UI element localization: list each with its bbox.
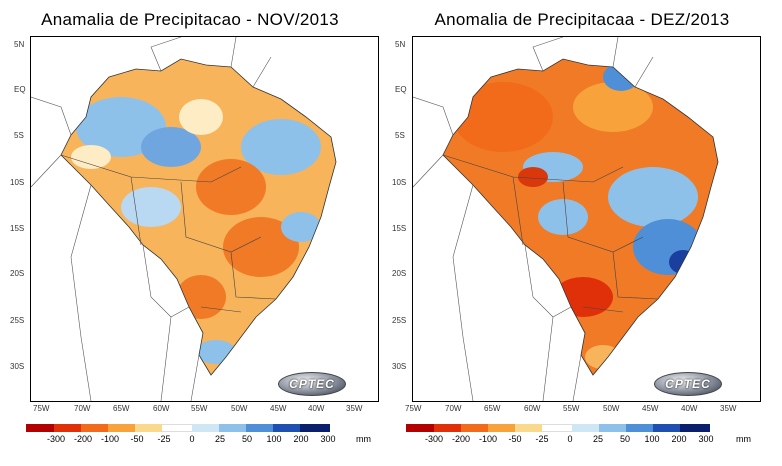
lat-label: 5S [14,131,24,140]
legend-tick: -25 [157,434,171,444]
legend-swatch [219,424,246,432]
legend-tick: -300 [424,434,444,444]
lon-label: 75W [33,404,50,413]
lat-label: 10S [10,178,25,187]
legend-swatch [54,424,81,432]
legend-swatch [406,424,434,432]
legend-swatch [515,424,542,432]
legend-swatch [246,424,273,432]
lon-label: 50W [603,404,620,413]
lat-label: EQ [14,85,26,94]
legend-swatch [26,424,54,432]
legend-colorbar [26,424,330,432]
lat-label: 20S [392,269,407,278]
legend-swatch [192,424,219,432]
lon-label: 45W [642,404,659,413]
legend-swatch [135,424,162,432]
lat-label: 30S [10,362,25,371]
legend-tick: 0 [189,434,195,444]
legend-tick: 200 [293,434,309,444]
legend-swatch [626,424,653,432]
panel-title: Anomalia de Precipitacaa - DEZ/2013 [434,10,730,29]
legend-tick: -50 [508,434,522,444]
legend-tick: 25 [214,434,226,444]
lat-label: 25S [10,316,25,325]
lat-label: 20S [10,269,25,278]
lon-label: 35W [720,404,737,413]
lat-label: 25S [392,316,407,325]
lon-label: 55W [563,404,580,413]
precipitation-anomaly-map [30,36,379,402]
legend-tick: 50 [241,434,253,444]
lon-label: 65W [484,404,501,413]
legend-tick: -100 [100,434,120,444]
legend-swatch [81,424,108,432]
lat-label: 15S [392,224,407,233]
lon-label: 60W [524,404,541,413]
panel-title: Anamalia de Precipitacao - NOV/2013 [41,10,339,29]
legend-swatch [461,424,488,432]
cptec-logo: CPTEC [654,372,722,396]
legend-tick: 100 [266,434,282,444]
lat-label: 5N [14,40,25,49]
lon-label: 45W [270,404,287,413]
lon-label: 70W [74,404,91,413]
legend-swatch [653,424,680,432]
lon-label: 75W [405,404,422,413]
legend-swatch [542,424,572,432]
legend-tick: -200 [451,434,471,444]
legend-swatch [599,424,626,432]
lat-label: 10S [392,178,407,187]
legend-tick: -200 [73,434,93,444]
lat-label: 5N [395,40,406,49]
legend-tick: -25 [535,434,549,444]
legend-swatch [300,424,330,432]
lon-label: 70W [445,404,462,413]
legend-tick: 300 [320,434,336,444]
legend-colorbar [406,424,710,432]
legend-tick: -100 [478,434,498,444]
lon-label: 65W [113,404,130,413]
cptec-logo: CPTEC [278,372,346,396]
panel-dez-2013: Anomalia de Precipitacaa - DEZ/2013 [392,0,772,466]
legend-tick: 50 [619,434,631,444]
lon-label: 55W [191,404,208,413]
legend-tick: -300 [46,434,66,444]
legend-swatch [434,424,461,432]
lat-label: EQ [395,85,407,94]
legend-unit: mm [356,434,371,444]
legend-tick: 25 [592,434,604,444]
lon-label: 50W [231,404,248,413]
legend-unit: mm [736,434,751,444]
legend-swatch [680,424,710,432]
lon-label: 40W [681,404,698,413]
legend-swatch [108,424,135,432]
lon-label: 35W [346,404,363,413]
legend-swatch [572,424,599,432]
lat-label: 5S [395,131,405,140]
panel-nov-2013: Anamalia de Precipitacao - NOV/2013 [0,0,380,466]
legend-swatch [273,424,300,432]
precipitation-anomaly-map [412,36,761,402]
lon-label: 60W [153,404,170,413]
lat-label: 30S [392,362,407,371]
lat-label: 15S [10,224,25,233]
legend-tick: 300 [698,434,714,444]
legend-swatch [162,424,192,432]
legend-swatch [488,424,515,432]
legend-tick: -50 [130,434,144,444]
lon-label: 40W [308,404,325,413]
legend-tick: 200 [671,434,687,444]
legend-tick: 0 [567,434,573,444]
legend-tick: 100 [644,434,660,444]
